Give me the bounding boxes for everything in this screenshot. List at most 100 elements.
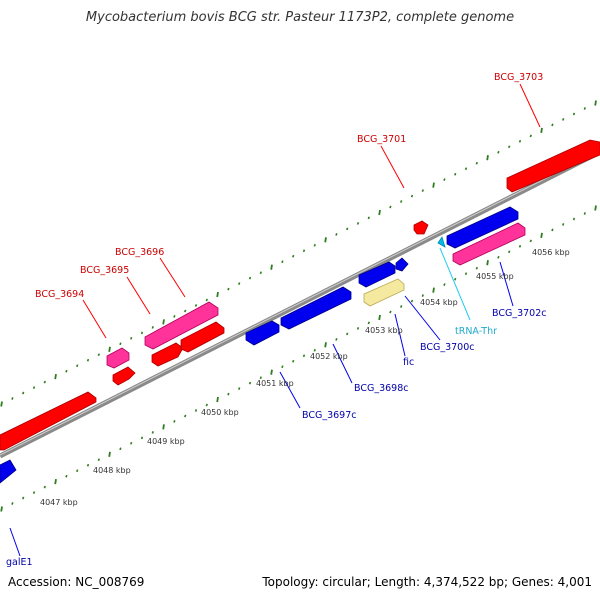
inner-tick [130, 441, 133, 445]
inner-tick [475, 266, 478, 270]
outer-tick [572, 112, 576, 116]
outer-tick-row [0, 100, 597, 407]
label-bcg-3696[interactable]: BCG_3696 [115, 247, 164, 258]
gene-pseudo-yellow[interactable] [363, 278, 405, 307]
outer-tick [432, 182, 435, 188]
outer-tick [302, 249, 306, 253]
outer-tick [108, 346, 111, 352]
outer-tick [119, 342, 122, 346]
kbp-label-4055: 4055 kbp [476, 272, 514, 281]
outer-tick [313, 243, 316, 247]
inner-tick [572, 217, 576, 221]
gene-trna-thr[interactable] [437, 236, 446, 248]
inner-tick [76, 469, 79, 473]
outer-tick [216, 291, 219, 298]
leader-trna-thr [439, 247, 471, 321]
kbp-label-4048: 4048 kbp [93, 466, 131, 475]
outer-tick [454, 172, 457, 176]
outer-tick [475, 161, 478, 165]
leader-fic [394, 313, 406, 357]
gene-bcg-3694-a[interactable] [106, 347, 130, 369]
inner-tick [583, 212, 586, 215]
kbp-label-4053: 4053 kbp [365, 326, 403, 335]
label-bcg-3697c[interactable]: BCG_3697c [302, 410, 357, 421]
inner-tick [119, 447, 122, 451]
outer-tick [281, 260, 284, 264]
inner-tick [464, 272, 468, 276]
kbp-label-4056: 4056 kbp [532, 248, 570, 257]
inner-tick [540, 232, 543, 239]
inner-tick [356, 327, 360, 330]
label-bcg-3698c[interactable]: BCG_3698c [354, 383, 409, 394]
gene-bcg-3695[interactable] [144, 301, 219, 350]
gene-bcg-3702c-b[interactable] [452, 222, 526, 266]
gene-bcg-3700c[interactable] [395, 257, 409, 272]
outer-tick [324, 237, 327, 243]
gene-bcg-3696-a[interactable] [151, 342, 184, 367]
outer-tick [335, 233, 338, 236]
gene-bcg-3702c-a[interactable] [446, 206, 519, 249]
label-bcg-3695[interactable]: BCG_3695 [80, 265, 129, 276]
outer-tick [76, 364, 79, 368]
label-gale1[interactable]: galE1 [6, 557, 33, 568]
gene-gale1[interactable] [0, 459, 17, 484]
outer-tick [367, 216, 370, 220]
gene-bcg-3698c[interactable] [280, 286, 352, 330]
label-fic[interactable]: fic [403, 357, 414, 368]
inner-tick [184, 414, 187, 418]
inner-tick [346, 332, 349, 336]
label-trna-thr[interactable]: tRNA-Thr [455, 326, 497, 337]
inner-tick [151, 431, 154, 434]
outer-tick [0, 401, 3, 407]
inner-tick [0, 506, 3, 512]
inner-tick [32, 491, 36, 494]
inner-tick [529, 239, 532, 243]
label-bcg-3694[interactable]: BCG_3694 [35, 289, 84, 300]
label-bcg-3702c[interactable]: BCG_3702c [492, 308, 547, 319]
leader-bcg-3698c [332, 343, 353, 384]
gene-bcg-3693[interactable] [0, 391, 97, 451]
genome-backbone [0, 149, 600, 459]
inner-tick [259, 376, 262, 380]
inner-tick [302, 354, 306, 358]
inner-tick [594, 205, 597, 211]
inner-tick [443, 283, 446, 286]
inner-tick [108, 451, 111, 457]
gene-bcg-3696-b[interactable] [180, 321, 225, 353]
genome-backbone-highlight [0, 150, 600, 456]
inner-tick [335, 338, 338, 341]
outer-tick [248, 276, 252, 280]
inner-tick [216, 396, 219, 403]
label-bcg-3701[interactable]: BCG_3701 [357, 134, 406, 145]
genome-title: Mycobacterium bovis BCG str. Pasteur 117… [85, 10, 515, 25]
leader-bcg-3696 [159, 257, 186, 298]
gene-fic[interactable] [358, 261, 396, 288]
outer-tick [583, 107, 586, 110]
gene-bcg-3701[interactable] [413, 220, 429, 235]
inner-tick [162, 424, 165, 430]
leader-bcg-3701 [380, 145, 405, 189]
gene-bcg-3697c[interactable] [245, 320, 280, 346]
gene-bcg-3694-b[interactable] [112, 366, 136, 386]
genome-summary-text: Topology: circular; Length: 4,374,522 bp… [262, 575, 592, 589]
reverse-genes [0, 206, 526, 484]
inner-tick [324, 342, 327, 348]
gene-bcg-3703[interactable] [506, 139, 600, 193]
outer-tick [540, 127, 543, 134]
inner-tick [194, 409, 198, 412]
outer-tick [65, 369, 68, 373]
kbp-label-4052: 4052 kbp [310, 352, 348, 361]
outer-tick [97, 353, 100, 357]
inner-tick [389, 310, 392, 314]
kbp-label-4054: 4054 kbp [420, 298, 458, 307]
label-bcg-3703[interactable]: BCG_3703 [494, 72, 543, 83]
inner-tick [454, 277, 457, 281]
outer-tick [378, 209, 381, 216]
inner-tick [270, 369, 273, 375]
outer-tick [356, 222, 360, 225]
kbp-label-4049: 4049 kbp [147, 437, 185, 446]
label-bcg-3700c[interactable]: BCG_3700c [420, 342, 475, 353]
kbp-label-4047: 4047 kbp [40, 498, 78, 507]
outer-tick [497, 150, 500, 154]
leader-bcg-3700c [404, 295, 441, 341]
